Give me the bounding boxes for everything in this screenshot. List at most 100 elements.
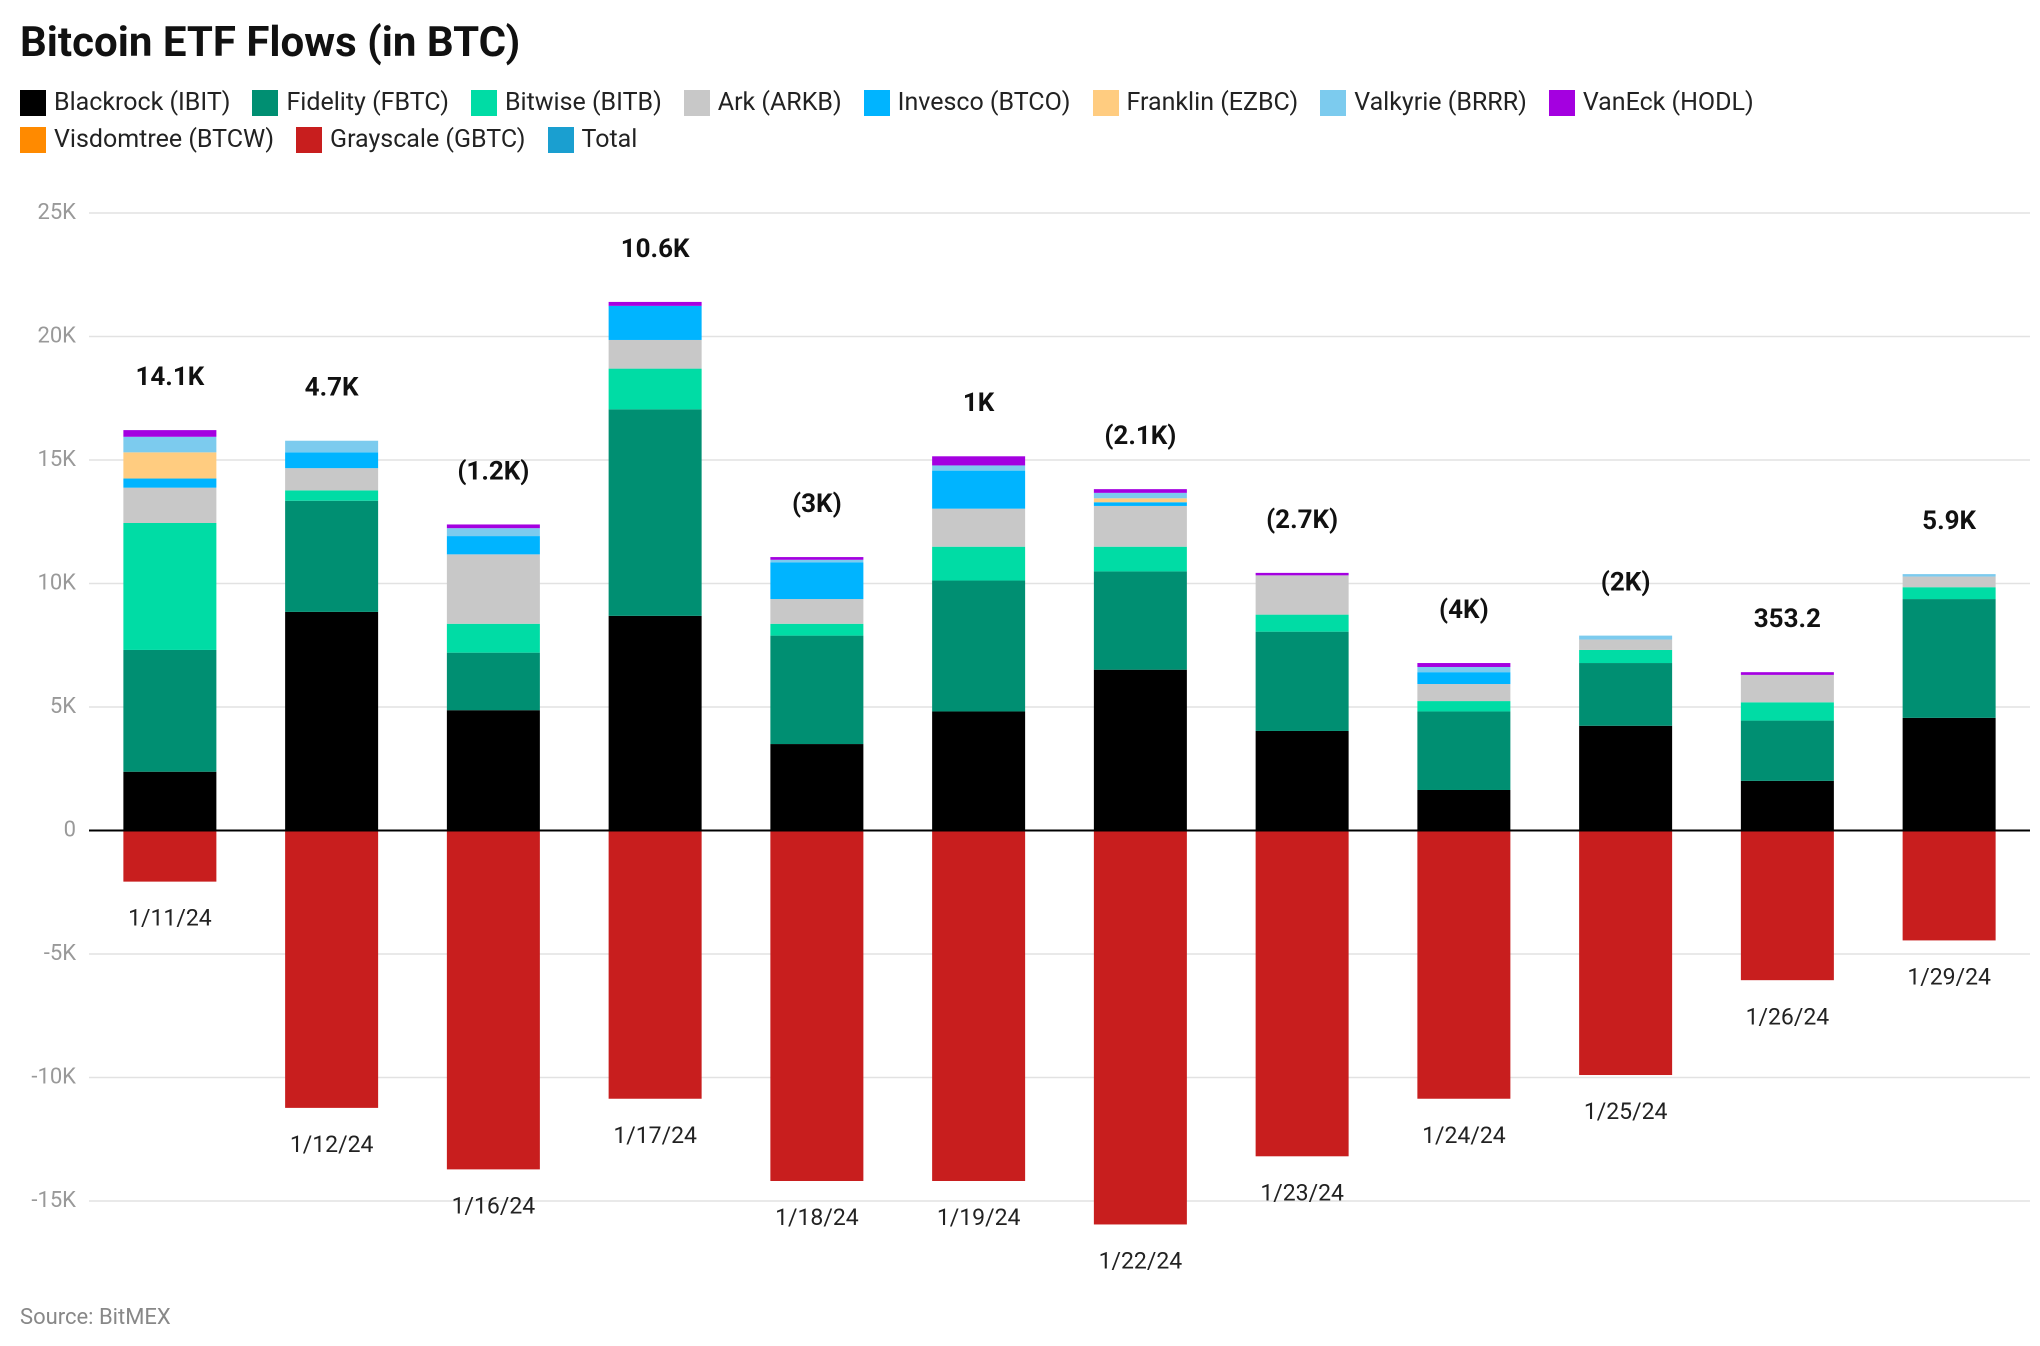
legend-item: Fidelity (FBTC) <box>252 88 449 117</box>
bar-segment <box>608 339 702 369</box>
bar-segment <box>1417 684 1511 702</box>
legend-item: Ark (ARKB) <box>683 88 842 117</box>
x-tick-label: 1/19/24 <box>937 1204 1021 1231</box>
legend-swatch <box>296 126 323 153</box>
bar-segment <box>446 710 540 831</box>
bar-segment <box>1093 669 1187 831</box>
legend-label: Ark (ARKB) <box>717 88 842 117</box>
total-label: (2.1K) <box>1104 421 1176 451</box>
total-label: (4K) <box>1439 595 1489 625</box>
bar-segment <box>446 536 540 555</box>
total-label: 353.2 <box>1754 604 1821 634</box>
bar-segment <box>932 465 1026 471</box>
bar-segment <box>285 611 379 831</box>
bar-segment <box>1902 576 1996 588</box>
chart-title: Bitcoin ETF Flows (in BTC) <box>20 18 521 67</box>
bar-segment <box>1093 498 1187 503</box>
bar-segment <box>1902 717 1996 831</box>
bar-segment <box>608 368 702 410</box>
bar-segment <box>1093 830 1187 1225</box>
bar-segment <box>1093 571 1187 670</box>
y-tick-label: 5K <box>50 694 76 719</box>
bar-segment <box>1417 711 1511 790</box>
bar-segment <box>446 524 540 529</box>
bar-segment <box>1417 663 1511 667</box>
legend-swatch <box>252 89 279 116</box>
bar-segment <box>123 487 217 523</box>
legend-item: Blackrock (IBIT) <box>20 88 230 117</box>
bar-segment <box>770 559 864 563</box>
bar-segment <box>1093 502 1187 506</box>
bar-segment <box>1902 574 1996 577</box>
total-label: 1K <box>963 388 995 418</box>
legend-swatch <box>863 89 890 116</box>
bar-segment <box>932 830 1026 1181</box>
y-tick-label: -10K <box>31 1064 76 1089</box>
y-tick-label: 20K <box>37 323 76 348</box>
bar-segment <box>1740 674 1834 703</box>
bar-segment <box>932 508 1026 547</box>
total-label: 10.6K <box>621 234 690 264</box>
bar-segment <box>1579 663 1673 726</box>
legend-swatch <box>1548 89 1575 116</box>
bar-segment <box>285 490 379 501</box>
legend-item: Total <box>547 125 638 154</box>
legend-item: Valkyrie (BRRR) <box>1320 88 1527 117</box>
y-tick-label: -15K <box>31 1188 76 1213</box>
bar-segment <box>770 635 864 745</box>
bar-segment <box>1579 725 1673 831</box>
x-tick-label: 1/26/24 <box>1746 1003 1830 1030</box>
x-tick-label: 1/16/24 <box>452 1192 536 1219</box>
bar-segment <box>932 711 1026 831</box>
bar-segment <box>1255 572 1349 576</box>
legend-label: Visdomtree (BTCW) <box>54 125 275 154</box>
bar-segment <box>123 436 217 453</box>
legend-item: Visdomtree (BTCW) <box>20 125 274 154</box>
x-tick-label: 1/11/24 <box>128 905 212 932</box>
bar-segment <box>1902 587 1996 600</box>
bar-segment <box>770 744 864 831</box>
bar-segment <box>1255 730 1349 831</box>
legend-item: Grayscale (GBTC) <box>296 125 526 154</box>
bar-segment <box>285 500 379 612</box>
total-label: 4.7K <box>305 373 359 403</box>
legend-swatch <box>683 89 710 116</box>
bar-segment <box>932 580 1026 712</box>
bar-segment <box>932 546 1026 581</box>
legend-label: Bitwise (BITB) <box>504 88 662 117</box>
bar-segment <box>932 470 1026 509</box>
bar-segment <box>1579 639 1673 650</box>
legend-label: Valkyrie (BRRR) <box>1354 88 1527 117</box>
total-label: (1.2K) <box>457 456 529 486</box>
x-tick-label: 1/17/24 <box>613 1122 697 1149</box>
bar-segment <box>1417 666 1511 673</box>
legend-item: Bitwise (BITB) <box>470 88 662 117</box>
x-tick-label: 1/12/24 <box>290 1131 374 1158</box>
y-tick-label: 15K <box>37 447 76 472</box>
bar-segment <box>123 830 217 882</box>
bar-segment <box>1902 830 1996 941</box>
bar-segment <box>446 528 540 537</box>
y-tick-label: -5K <box>44 941 76 966</box>
bar-segment <box>1093 489 1187 493</box>
bar-segment <box>1255 614 1349 632</box>
bar-segment <box>1579 830 1673 1076</box>
legend-label: Grayscale (GBTC) <box>330 125 526 154</box>
bar-segment <box>446 554 540 624</box>
bar-segment <box>285 468 379 491</box>
bar-segment <box>1255 575 1349 615</box>
legend-swatch <box>1320 89 1347 116</box>
total-label: (2.7K) <box>1266 505 1338 535</box>
legend-swatch <box>20 126 46 153</box>
legend-label: Total <box>581 125 638 154</box>
bar-segment <box>1093 505 1187 547</box>
y-tick-label: 10K <box>37 570 76 595</box>
bar-segment <box>1417 830 1511 1099</box>
bar-segment <box>1255 631 1349 731</box>
legend-label: Blackrock (IBIT) <box>54 88 231 117</box>
legend: Blackrock (IBIT) Fidelity (FBTC) Bitwise (… <box>20 88 2010 154</box>
bar-segment <box>608 615 702 831</box>
bar-segment <box>1417 672 1511 685</box>
